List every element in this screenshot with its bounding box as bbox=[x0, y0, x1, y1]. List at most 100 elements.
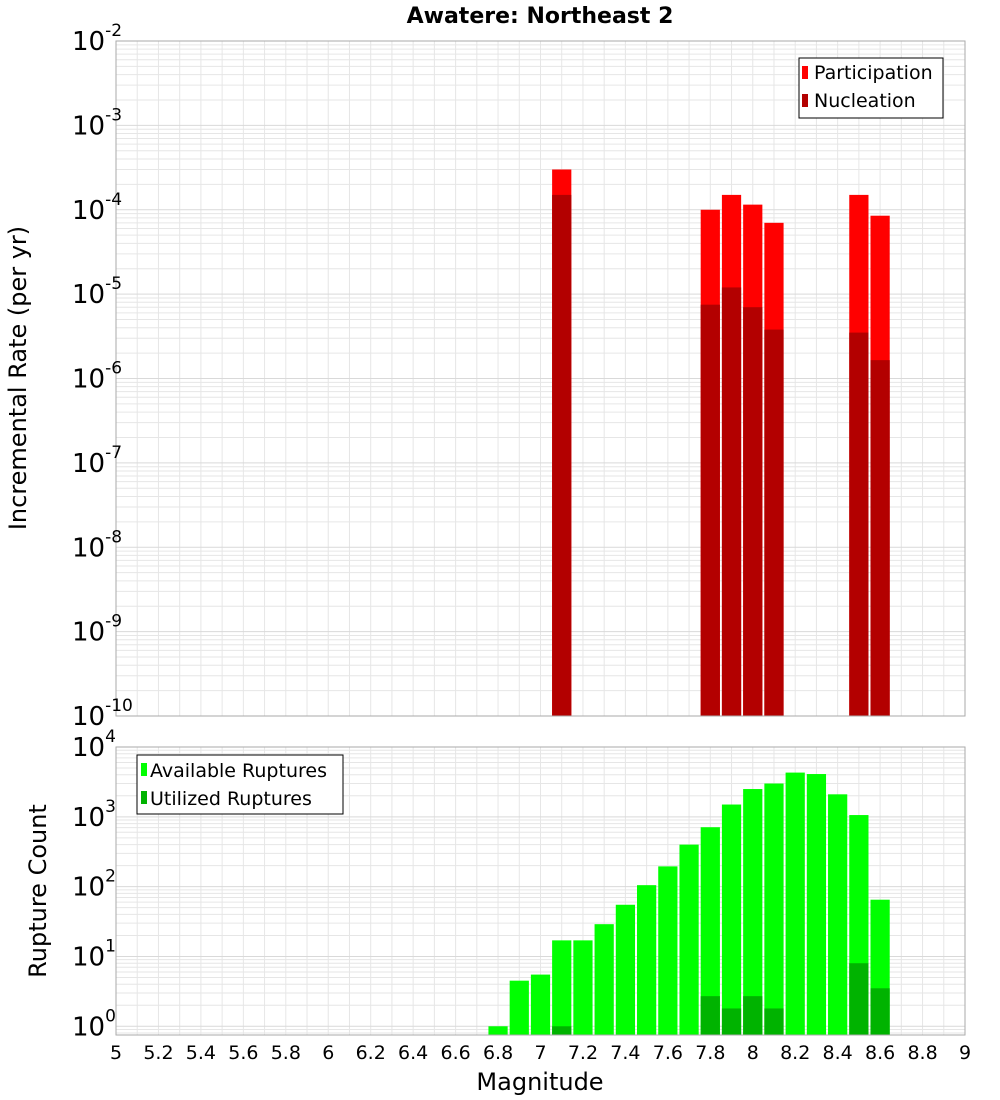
count-tick-label: 104 bbox=[72, 727, 116, 763]
rate-panel: 10-210-310-410-510-610-710-810-910-10 In… bbox=[4, 21, 966, 732]
count-bars bbox=[488, 772, 890, 1035]
rate-tick-label: 10-9 bbox=[72, 612, 122, 648]
count-tick-base: 10 bbox=[72, 942, 105, 972]
rate-tick-exponent: -8 bbox=[105, 527, 122, 547]
magnitude-tick-label: 6.4 bbox=[398, 1042, 428, 1064]
rate-tick-label: 10-4 bbox=[72, 190, 122, 226]
available-bar bbox=[637, 885, 657, 1035]
available-bar bbox=[509, 980, 529, 1035]
magnitude-tick-label: 9 bbox=[959, 1042, 971, 1064]
magnitude-x-axis-label: Magnitude bbox=[476, 1068, 603, 1096]
count-tick-exponent: 3 bbox=[105, 797, 116, 817]
available-bar bbox=[658, 866, 678, 1035]
rate-tick-label: 10-2 bbox=[72, 21, 122, 57]
count-tick-label: 101 bbox=[72, 936, 116, 972]
magnitude-x-ticks: 5 5.2 5.4 5.6 5.8 6 6.2 6.4 6.6 6.8 7 7.2 7.4 7.6 7.8 8… bbox=[110, 1042, 971, 1064]
available-bar bbox=[552, 940, 572, 1035]
legend-swatch-nucleation bbox=[802, 94, 808, 107]
magnitude-tick-label: 7.8 bbox=[695, 1042, 725, 1064]
magnitude-tick-label: 7.6 bbox=[653, 1042, 683, 1064]
rate-legend-box bbox=[798, 57, 944, 119]
rate-tick-base: 10 bbox=[72, 111, 105, 141]
available-bar bbox=[721, 804, 742, 1035]
utilized-bar bbox=[721, 1008, 742, 1035]
legend-label-utilized: Utilized Ruptures bbox=[150, 788, 312, 810]
utilized-bar bbox=[764, 1008, 784, 1035]
count-tick-base: 10 bbox=[72, 1012, 105, 1042]
magnitude-tick-label: 6.8 bbox=[483, 1042, 513, 1064]
available-bar bbox=[573, 940, 593, 1035]
rate-grid bbox=[115, 41, 966, 717]
magnitude-tick-label: 5.8 bbox=[271, 1042, 301, 1064]
count-tick-exponent: 2 bbox=[105, 867, 116, 887]
magnitude-tick-label: 6.6 bbox=[440, 1042, 470, 1064]
utilized-bar bbox=[743, 996, 763, 1035]
magnitude-tick-label: 5.4 bbox=[186, 1042, 216, 1064]
count-tick-label: 103 bbox=[72, 797, 116, 833]
count-plot-border bbox=[115, 746, 966, 1036]
rate-tick-base: 10 bbox=[72, 702, 105, 732]
count-tick-label: 100 bbox=[72, 1006, 116, 1042]
count-y-axis-label: Rupture Count bbox=[24, 804, 52, 978]
count-tick-base: 10 bbox=[72, 733, 105, 763]
legend-swatch-utilized bbox=[141, 791, 147, 804]
legend-label-nucleation: Nucleation bbox=[814, 90, 916, 112]
magnitude-tick-label: 8 bbox=[747, 1042, 759, 1064]
utilized-bar bbox=[870, 988, 890, 1035]
magnitude-tick-label: 7 bbox=[534, 1042, 546, 1064]
utilized-bar bbox=[700, 996, 720, 1035]
available-bar bbox=[806, 774, 827, 1035]
magnitude-tick-label: 5.2 bbox=[143, 1042, 173, 1064]
available-bar bbox=[530, 974, 551, 1035]
nucleation-bar bbox=[721, 287, 742, 716]
rate-tick-exponent: -6 bbox=[105, 359, 122, 379]
nucleation-bar bbox=[743, 307, 763, 716]
rate-tick-label: 10-6 bbox=[72, 359, 122, 395]
rate-tick-base: 10 bbox=[72, 533, 105, 563]
available-bar bbox=[743, 789, 763, 1035]
rate-tick-base: 10 bbox=[72, 449, 105, 479]
available-bar bbox=[828, 794, 848, 1035]
nucleation-bar bbox=[870, 360, 890, 716]
utilized-bar bbox=[552, 1026, 572, 1035]
rate-tick-base: 10 bbox=[72, 27, 105, 57]
chart-title: Awatere: Northeast 2 bbox=[407, 4, 674, 29]
rate-tick-base: 10 bbox=[72, 618, 105, 648]
magnitude-tick-label: 8.2 bbox=[780, 1042, 810, 1064]
available-bar bbox=[679, 844, 699, 1035]
rate-tick-exponent: -7 bbox=[105, 443, 122, 463]
legend-label-participation: Participation bbox=[814, 62, 933, 84]
magnitude-tick-label: 6.2 bbox=[356, 1042, 386, 1064]
rate-y-axis-label: Incremental Rate (per yr) bbox=[4, 226, 32, 530]
available-bar bbox=[785, 772, 805, 1035]
rate-tick-exponent: -10 bbox=[105, 696, 133, 716]
count-tick-base: 10 bbox=[72, 873, 105, 903]
rate-plot-border bbox=[115, 40, 966, 717]
legend-label-available: Available Ruptures bbox=[150, 760, 327, 782]
count-legend: Available Ruptures Utilized Ruptures bbox=[136, 754, 344, 815]
rate-tick-exponent: -4 bbox=[105, 190, 122, 210]
available-bar bbox=[700, 827, 720, 1035]
legend-swatch-available bbox=[141, 763, 147, 776]
nucleation-bar bbox=[700, 304, 720, 716]
rate-tick-exponent: -2 bbox=[105, 21, 122, 41]
nucleation-bar bbox=[764, 329, 784, 716]
rate-tick-exponent: -3 bbox=[105, 105, 122, 125]
rate-tick-label: 10-8 bbox=[72, 527, 122, 563]
rate-tick-base: 10 bbox=[72, 280, 105, 310]
nucleation-bar bbox=[849, 332, 869, 716]
count-tick-label: 102 bbox=[72, 867, 116, 903]
magnitude-tick-label: 8.4 bbox=[823, 1042, 853, 1064]
count-legend-box bbox=[136, 754, 344, 815]
magnitude-tick-label: 5 bbox=[110, 1042, 122, 1064]
magnitude-tick-label: 5.6 bbox=[228, 1042, 258, 1064]
rate-tick-exponent: -9 bbox=[105, 612, 122, 632]
rate-tick-label: 10-10 bbox=[72, 696, 133, 732]
count-tick-exponent: 4 bbox=[105, 727, 116, 747]
rate-tick-label: 10-5 bbox=[72, 274, 122, 310]
rate-tick-base: 10 bbox=[72, 365, 105, 395]
available-bar bbox=[594, 924, 614, 1035]
rate-bars bbox=[552, 169, 890, 717]
